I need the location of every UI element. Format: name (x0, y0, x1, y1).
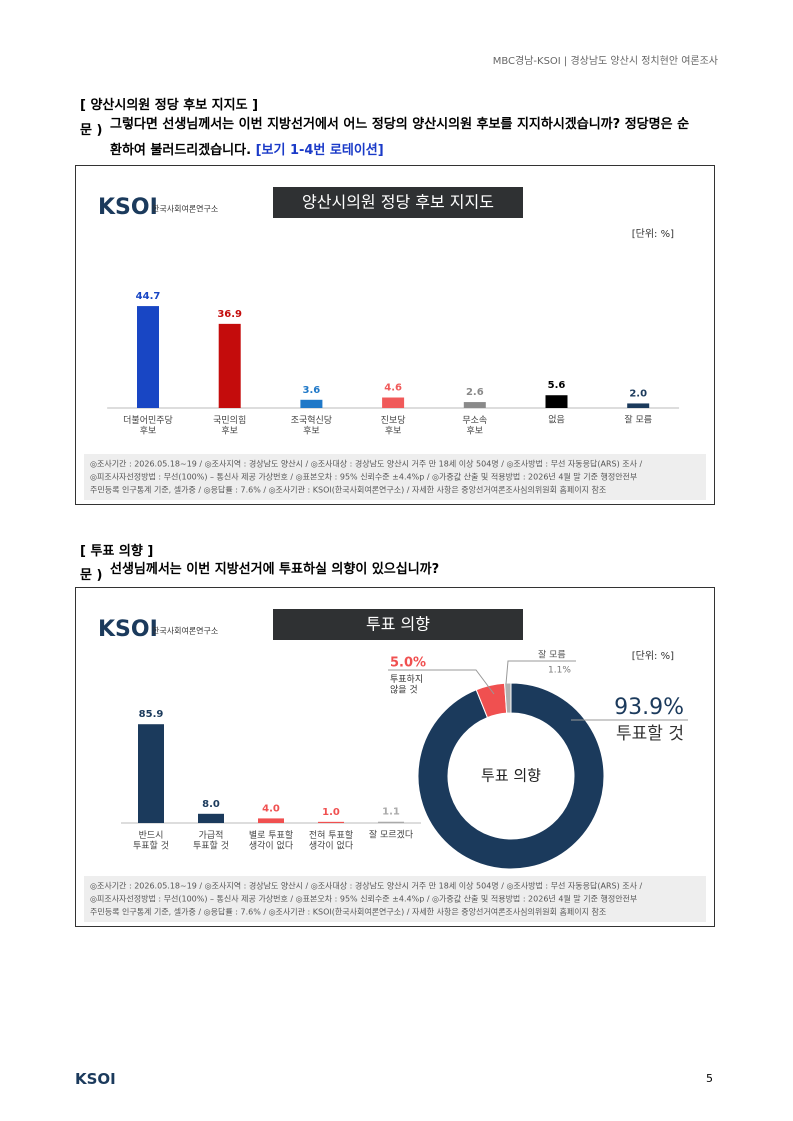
note: ◎조사기간 : 2026.05.18~19 / ◎조사지역 : 경상남도 양산시… (90, 459, 643, 469)
section-heading: [ 투표 의향 ] (80, 544, 154, 559)
donut-segment (504, 682, 512, 714)
bar (218, 323, 241, 408)
bar (545, 395, 568, 408)
category-label: 무소속 후보 (462, 415, 487, 436)
value-label: 5.6 (548, 380, 566, 391)
question: 그렇다면 선생님께서는 이번 지방선거에서 어느 정당의 양산시의원 후보를 지… (110, 112, 695, 164)
chart-title: 양산시의원 정당 후보 지지도 (302, 193, 494, 212)
header: MBC경남-KSOI | 경상남도 양산시 정치현안 여론조사 (492, 56, 718, 67)
note: ◎조사기간 : 2026.05.18~19 / ◎조사지역 : 경상남도 양산시… (90, 881, 643, 891)
logo-sub: 한국사회여론연구소 (152, 204, 218, 214)
category-label: 반드시 투표할 것 (133, 830, 169, 851)
question: 선생님께서는 이번 지방선거에 투표하실 의향이 있으십니까? (110, 562, 440, 577)
value-label: 1.0 (322, 807, 340, 818)
category-label: 진보당 후보 (381, 415, 406, 436)
category-label: 잘 모름 (624, 414, 652, 426)
page-number: 5 (706, 1072, 713, 1085)
value-label: 44.7 (136, 291, 161, 302)
value-label: 2.6 (466, 387, 484, 398)
value-label: 1.1 (382, 807, 400, 818)
value-label: 36.9 (217, 309, 242, 320)
footer-logo: KSOI (75, 1070, 116, 1088)
chart-box: KSOI 한국사회여론연구소 투표 의향 [단위: %] ◎조사기간 : 2026.05… (75, 587, 715, 927)
bar (463, 402, 486, 408)
value-label: 4.0 (262, 803, 280, 814)
bar (198, 813, 224, 823)
category-label: 더불어민주당 후보 (123, 415, 173, 436)
donut-label: 투표할 것 (616, 724, 684, 744)
leader (505, 660, 576, 685)
donut-label: 잘 모름 (538, 649, 566, 661)
bar (382, 397, 405, 408)
unit: [단위: %] (632, 227, 674, 240)
value-label: 8.0 (202, 799, 220, 810)
note: ◎피조사자선정방법 : 무선(100%) – 통신사 제공 가상번호 / ◎표본… (90, 894, 637, 904)
value-label: 2.0 (629, 388, 647, 399)
notes-bg (84, 454, 706, 500)
section-heading: [ 양산시의원 정당 후보 지지도 ] (80, 98, 259, 113)
question-label: 문 ) (80, 568, 103, 583)
category-label: 국민의힘 후보 (213, 415, 246, 436)
value-label: 85.9 (139, 709, 164, 720)
chart-title: 투표 의향 (366, 615, 430, 634)
note: 주민등록 인구통계 기준, 셀가중 / ◎응답률 : 7.6% / ◎조사기관 … (90, 485, 606, 495)
value-label: 3.6 (303, 385, 321, 396)
question-note: [보기 1-4번 로테이션] (255, 143, 384, 158)
note: ◎피조사자선정방법 : 무선(100%) – 통신사 제공 가상번호 / ◎표본… (90, 472, 637, 482)
donut-value: 1.1% (548, 666, 571, 676)
value-label: 4.6 (384, 383, 402, 394)
category-label: 없음 (548, 415, 565, 426)
bar (258, 818, 284, 823)
bar (300, 399, 323, 408)
notes-bg (84, 876, 706, 922)
donut-value: 5.0% (390, 656, 426, 671)
title-box (273, 609, 523, 640)
category-label: 별로 투표할 생각이 없다 (249, 830, 294, 851)
donut-label: 투표하지 않을 것 (390, 674, 423, 695)
logo: KSOI (98, 195, 158, 220)
donut-value: 93.9% (614, 695, 684, 720)
title-box (273, 187, 523, 218)
category-label: 조국혁신당 후보 (291, 415, 332, 436)
logo-sub: 한국사회여론연구소 (152, 626, 218, 636)
category-label: 잘 모르겠다 (369, 829, 414, 841)
question-label: 문 ) (80, 123, 103, 138)
bar (378, 821, 404, 823)
bar (138, 724, 164, 823)
logo: KSOI (98, 617, 158, 642)
category-label: 전혀 투표할 생각이 없다 (309, 830, 354, 851)
leader (388, 669, 495, 695)
unit: [단위: %] (632, 649, 674, 662)
donut-segment (417, 682, 605, 870)
bar (318, 821, 344, 823)
bar (137, 306, 159, 408)
chart-box: KSOI 한국사회여론연구소 양산시의원 정당 후보 지지도 [단위: %] ◎조사기간… (75, 165, 715, 505)
question-text: 그렇다면 선생님께서는 이번 지방선거에서 어느 정당의 양산시의원 후보를 지… (110, 117, 690, 158)
donut-center: 투표 의향 (481, 767, 541, 785)
bar (627, 403, 650, 408)
category-label: 가급적 투표할 것 (193, 829, 229, 851)
note: 주민등록 인구통계 기준, 셀가중 / ◎응답률 : 7.6% / ◎조사기관 … (90, 907, 606, 917)
